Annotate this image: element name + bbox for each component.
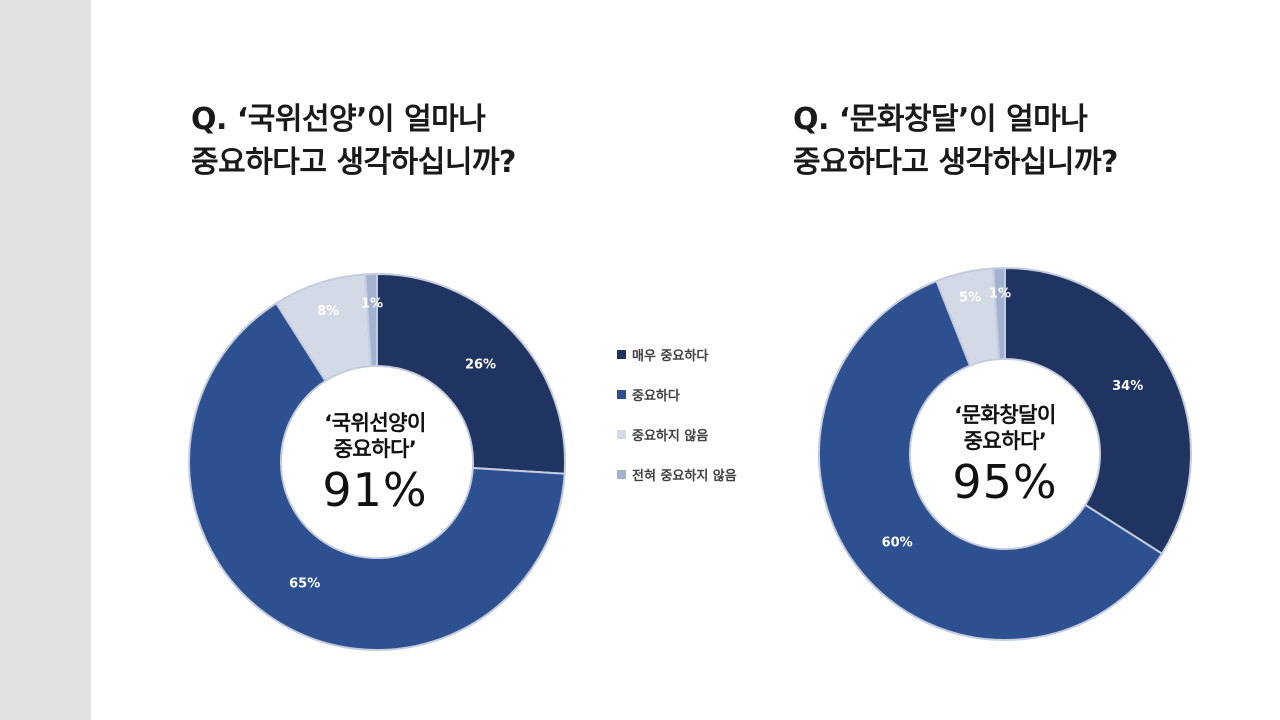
donut-slice-not-at-all-important [992,267,1006,361]
center-left-percentage: 91% [322,463,428,517]
donut-chart-cultural-advancement: 34% 60% 5% 1% [818,267,1192,641]
legend-label-not-important: 중요하지 않음 [632,428,709,444]
question-title-left: Q. ‘국위선양’이 얼마나 중요하다고 생각하십니까? [191,98,516,184]
slice-label-not-at-all-important: 1% [989,287,1011,302]
question-right-line1: Q. ‘문화창달’이 얼마나 [793,102,1088,137]
slice-label-very-important: 26% [465,357,496,372]
legend-swatch-important [617,389,626,399]
legend-item-important: 중요하다 [617,384,737,404]
legend-swatch-not-important [617,429,626,439]
legend-swatch-very-important [617,349,626,359]
center-left-line2: 중요하다’ [333,437,417,461]
slice-label-important: 60% [882,536,913,551]
donut-slice-not-at-all-important [364,273,378,368]
center-right-line1: ‘문화창달이 [954,403,1056,427]
donut-center-label-left: ‘국위선양이 중요하다’ 91% [275,410,475,518]
question-left-line2: 중요하다고 생각하십니까? [191,145,516,180]
question-title-right: Q. ‘문화창달’이 얼마나 중요하다고 생각하십니까? [793,98,1118,184]
center-left-line1: ‘국위선양이 [324,411,426,435]
donut-center-label-right: ‘문화창달이 중요하다’ 95% [905,402,1105,510]
legend-label-not-at-all-important: 전혀 중요하지 않음 [632,468,737,484]
legend-label-important: 중요하다 [632,388,680,404]
slice-label-not-important: 5% [959,290,981,305]
center-right-percentage: 95% [952,455,1058,509]
donut-slice-important [818,280,1164,641]
slice-label-not-important: 8% [317,304,339,319]
donut-hole [282,367,472,557]
slice-label-not-at-all-important: 1% [361,297,383,312]
left-decorative-band [0,0,91,720]
legend-label-very-important: 매우 중요하다 [632,348,709,364]
slice-label-very-important: 34% [1112,379,1143,394]
legend-item-very-important: 매우 중요하다 [617,344,737,364]
donut-hole [911,360,1099,548]
legend-swatch-not-at-all-important [617,469,626,479]
donut-slice-important [188,302,566,651]
chart-legend: 매우 중요하다 중요하다 중요하지 않음 전혀 중요하지 않음 [617,344,737,504]
question-right-line2: 중요하다고 생각하십니까? [793,145,1118,180]
donut-slice-very-important [1004,267,1192,555]
slice-label-important: 65% [289,577,320,592]
donut-chart-national-prestige: 26% 65% 8% 1% [188,273,566,651]
center-right-line2: 중요하다’ [963,429,1047,453]
donut-slice-very-important [376,273,566,475]
legend-item-not-important: 중요하지 않음 [617,424,737,444]
question-left-line1: Q. ‘국위선양’이 얼마나 [191,102,486,137]
legend-item-not-at-all-important: 전혀 중요하지 않음 [617,464,737,484]
